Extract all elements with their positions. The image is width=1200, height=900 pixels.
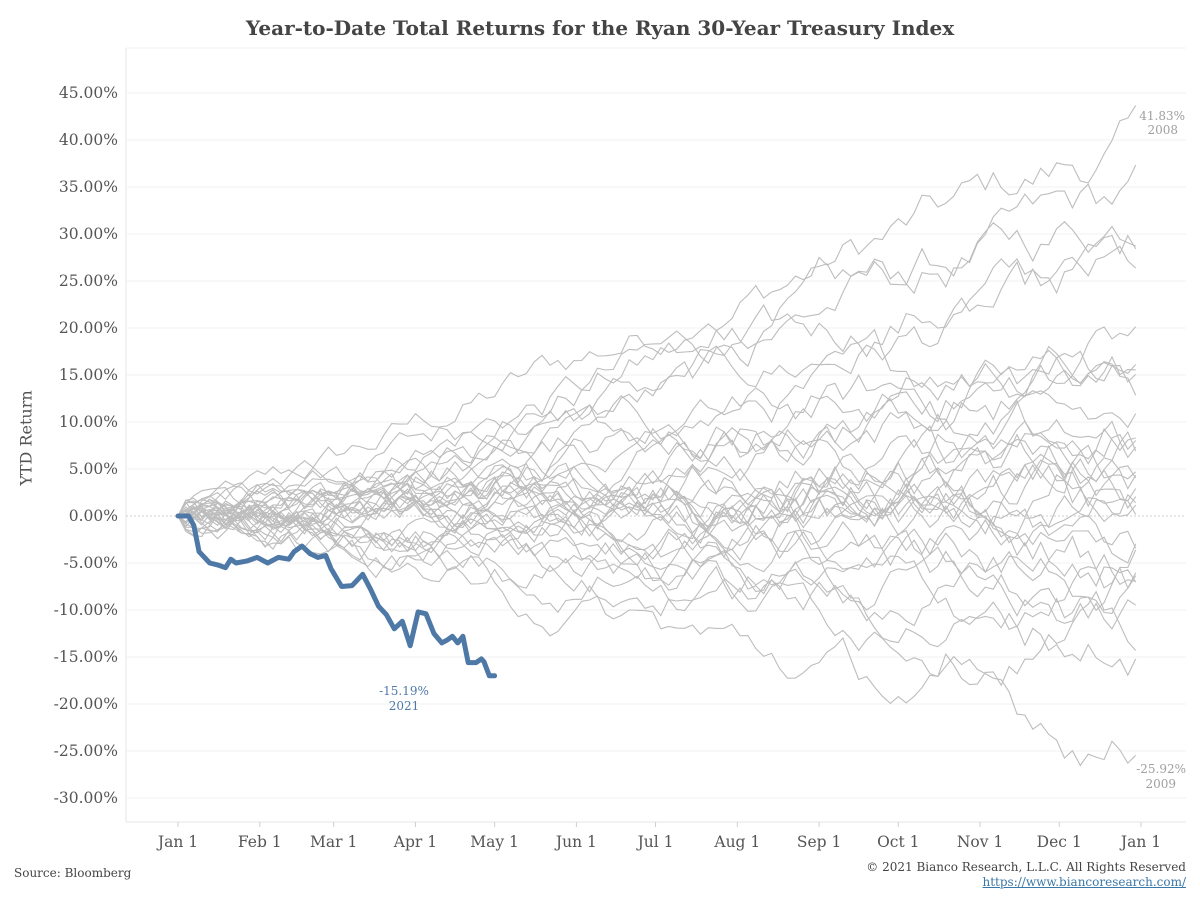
background-series-line [177, 501, 1137, 612]
x-tick-label: Aug 1 [713, 833, 760, 851]
end-label-2008-value: 41.83% [1139, 109, 1185, 123]
background-series-line [177, 418, 1137, 527]
background-series-line [177, 483, 1137, 544]
background-series-line [177, 504, 1137, 687]
background-series-line [177, 481, 1137, 564]
y-tick-label: -10.00% [54, 601, 118, 619]
source-note: Source: Bloomberg [14, 866, 132, 880]
y-tick-label: -5.00% [64, 554, 118, 572]
x-tick-label: Jan 1 [1119, 833, 1161, 851]
y-tick-label: 25.00% [59, 272, 118, 290]
background-series-line [177, 221, 1136, 525]
y-tick-label: -15.00% [54, 648, 118, 666]
background-series-line [177, 502, 1137, 767]
y-tick-label: 5.00% [69, 460, 118, 478]
background-series-line [177, 505, 1137, 630]
x-tick-label: Jul 1 [636, 833, 674, 851]
website-link[interactable]: https://www.biancoresearch.com/ [982, 875, 1186, 889]
series-2021-line [175, 513, 498, 679]
copyright-block: © 2021 Bianco Research, L.L.C. All Right… [866, 860, 1186, 890]
end-label-2008-year: 2008 [1147, 123, 1178, 137]
copyright-text: © 2021 Bianco Research, L.L.C. All Right… [866, 860, 1186, 874]
background-series-line [177, 105, 1137, 518]
y-tick-label: 35.00% [59, 178, 118, 196]
x-tick-label: Nov 1 [957, 833, 1003, 851]
x-tick-label: Sep 1 [797, 833, 842, 851]
background-series-line [177, 328, 1137, 517]
end-label-2021-value: -15.19% [379, 684, 429, 698]
x-axis-ticks: Jan 1 Feb 1 Mar 1 Apr 1 May 1 Jun 1 Jul 1 Aug 1… [156, 822, 1161, 851]
y-tick-label: 45.00% [59, 84, 118, 102]
background-series-line [177, 480, 1137, 560]
y-tick-label: 0.00% [69, 507, 118, 525]
y-tick-label: -30.00% [54, 789, 118, 807]
background-series-line [177, 444, 1137, 531]
background-series-group [177, 105, 1137, 767]
end-label-2009-value: -25.92% [1136, 762, 1186, 776]
y-tick-label: 10.00% [59, 413, 118, 431]
y-tick-label: 15.00% [59, 366, 118, 384]
end-label-2009-year: 2009 [1145, 777, 1176, 791]
background-series-line [177, 326, 1137, 526]
y-tick-label: 30.00% [59, 225, 118, 243]
end-labels: -15.19%2021 41.83%2008 -25.92%2009 [379, 109, 1186, 791]
background-series-line [177, 350, 1137, 525]
y-tick-label: -20.00% [54, 695, 118, 713]
x-tick-label: Apr 1 [393, 833, 437, 851]
background-series-line [177, 509, 1137, 677]
x-tick-label: Mar 1 [310, 833, 357, 851]
background-series-line [177, 444, 1137, 540]
chart-title: Year-to-Date Total Returns for the Ryan … [245, 16, 955, 40]
x-tick-label: Jun 1 [554, 833, 597, 851]
highlight-series-group [175, 513, 498, 679]
y-tick-label: 40.00% [59, 131, 118, 149]
y-tick-label: -25.00% [54, 742, 118, 760]
background-series-line [177, 483, 1137, 558]
x-tick-label: May 1 [470, 833, 519, 851]
x-tick-label: Oct 1 [877, 833, 919, 851]
x-tick-label: Dec 1 [1037, 833, 1082, 851]
x-tick-label: Jan 1 [156, 833, 198, 851]
y-tick-label: 20.00% [59, 319, 118, 337]
x-tick-label: Feb 1 [238, 833, 282, 851]
end-label-2021-year: 2021 [389, 699, 420, 713]
background-series-line [177, 399, 1137, 517]
background-series-line [177, 164, 1137, 533]
y-axis-ticks: 45.00% 40.00% 35.00% 30.00% 25.00% 20.00% 15.0… [54, 84, 118, 807]
gridlines [125, 47, 1186, 823]
